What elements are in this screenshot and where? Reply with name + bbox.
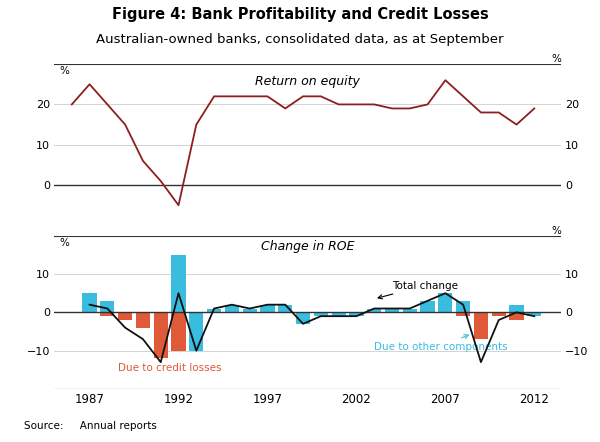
- Bar: [172, 312, 185, 351]
- Bar: [349, 312, 364, 316]
- Bar: [118, 312, 132, 320]
- Text: Due to credit losses: Due to credit losses: [118, 363, 221, 373]
- Text: Total change: Total change: [378, 281, 458, 299]
- Text: %: %: [551, 54, 561, 64]
- Bar: [154, 312, 168, 358]
- Bar: [474, 312, 488, 339]
- Bar: [385, 309, 399, 312]
- Text: Australian-owned banks, consolidated data, as at September: Australian-owned banks, consolidated dat…: [96, 33, 504, 46]
- Bar: [509, 305, 524, 312]
- Text: %: %: [551, 226, 561, 236]
- Bar: [100, 301, 115, 312]
- Bar: [82, 293, 97, 312]
- Text: Return on equity: Return on equity: [255, 75, 360, 88]
- Bar: [100, 312, 115, 316]
- Text: %: %: [59, 238, 69, 248]
- Bar: [421, 301, 434, 312]
- Text: Change in ROE: Change in ROE: [261, 240, 354, 253]
- Bar: [509, 312, 524, 320]
- Bar: [491, 312, 506, 316]
- Bar: [118, 312, 132, 320]
- Bar: [456, 301, 470, 312]
- Bar: [491, 312, 506, 316]
- Bar: [332, 312, 346, 316]
- Bar: [456, 312, 470, 316]
- Bar: [474, 312, 488, 335]
- Text: Figure 4: Bank Profitability and Credit Losses: Figure 4: Bank Profitability and Credit …: [112, 7, 488, 22]
- Bar: [225, 305, 239, 312]
- Bar: [207, 309, 221, 312]
- Bar: [260, 305, 275, 312]
- Bar: [527, 312, 541, 316]
- Bar: [367, 309, 382, 312]
- Text: %: %: [59, 66, 69, 76]
- Bar: [296, 312, 310, 324]
- Bar: [314, 312, 328, 316]
- Bar: [403, 309, 417, 312]
- Bar: [242, 309, 257, 312]
- Text: Source:     Annual reports: Source: Annual reports: [24, 421, 157, 431]
- Bar: [136, 312, 150, 328]
- Bar: [154, 312, 168, 316]
- Bar: [278, 305, 292, 312]
- Bar: [438, 293, 452, 312]
- Text: Due to other components: Due to other components: [374, 335, 508, 352]
- Bar: [189, 312, 203, 351]
- Bar: [172, 255, 185, 312]
- Bar: [136, 312, 150, 324]
